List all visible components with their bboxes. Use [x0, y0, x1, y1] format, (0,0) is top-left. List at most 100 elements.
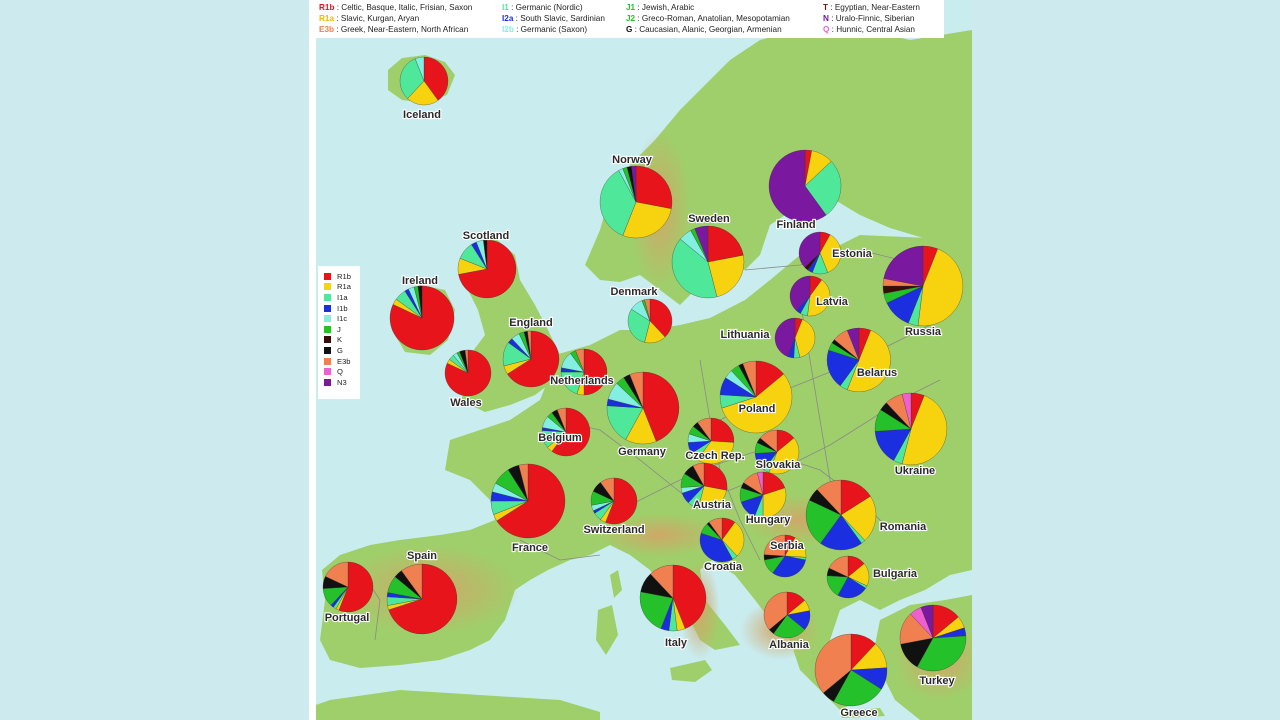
- legend-text: : Jewish, Arabic: [635, 3, 695, 12]
- pie-slice-norway-n3: [631, 165, 637, 203]
- pie-slice-sweden-n3: [694, 225, 709, 263]
- pie-denmark: [627, 298, 673, 344]
- pie-slice-belgium-r1b: [551, 407, 591, 457]
- legend-item-r1a: R1a: [318, 282, 360, 293]
- legend-text: : Greco-Roman, Anatolian, Mesopotamian: [635, 14, 790, 23]
- legend-text: : Slavic, Kurgan, Aryan: [334, 14, 420, 23]
- pie-slice-belarus-r1a: [847, 330, 891, 392]
- legend-swatch: [324, 357, 331, 365]
- label-netherlands: Netherlands: [550, 375, 614, 387]
- country-labels: Iceland Norway Sweden Finland Estonia Latvia L…: [324, 108, 957, 720]
- legend-row-q: Q : Hunnic, Central Asian: [823, 24, 920, 35]
- legend-swatch: [324, 293, 331, 301]
- pie-slice-iceland-r1a: [407, 80, 439, 106]
- label-spain: Spain: [407, 550, 437, 562]
- pie-wales: [444, 349, 492, 397]
- legend-item-g: G: [318, 345, 360, 356]
- pie-greece: [814, 633, 888, 707]
- pie-netherlands: [560, 348, 608, 396]
- pie-slice-norway-r1b: [635, 165, 673, 209]
- legend-code: R1b: [319, 3, 335, 12]
- pie-slice-lithuania-r1a: [794, 319, 816, 358]
- pie-slice-norway-r1a: [622, 201, 672, 239]
- pie-slice-albania-e3b: [763, 591, 788, 630]
- legend-text: : Uralo-Finnic, Siberian: [828, 14, 915, 23]
- pie-slice-slovakia-e3b: [759, 429, 778, 453]
- pie-czech-rep: [687, 417, 735, 465]
- label-romania: Romania: [880, 521, 927, 533]
- pie-slice-austria-e3b: [692, 462, 705, 487]
- pie-slice-czech-rep-e3b: [697, 417, 712, 442]
- pie-croatia: [699, 517, 745, 563]
- pie-bulgaria: [826, 555, 870, 599]
- pie-poland: [719, 360, 793, 434]
- pie-slice-iceland-i1a: [399, 58, 425, 99]
- legend-item-r1b: R1b: [318, 271, 360, 282]
- pie-slice-serbia-e3b: [763, 534, 786, 557]
- label-austria: Austria: [693, 499, 732, 511]
- pie-slice-romania-i1b: [820, 514, 862, 551]
- pie-slice-france-r1b: [496, 463, 566, 539]
- pie-belarus: [826, 327, 891, 392]
- pie-slice-serbia-i1b: [772, 555, 806, 578]
- pie-slice-czech-rep-r1b: [710, 417, 735, 443]
- legend-swatch: [324, 283, 331, 291]
- legend-column-4: T : Egyptian, Near-Eastern N : Uralo-Finn…: [823, 2, 920, 35]
- pie-slice-russia-n3: [883, 245, 924, 287]
- label-italy: Italy: [665, 637, 688, 649]
- label-belgium: Belgium: [538, 432, 582, 444]
- pie-slice-portugal-r1b: [338, 561, 374, 613]
- legend-item-i1a: I1a: [318, 292, 360, 303]
- pie-slice-denmark-i1a: [627, 309, 651, 343]
- pie-estonia: [798, 231, 842, 275]
- label-bulgaria: Bulgaria: [873, 568, 918, 580]
- legend-row-j1: J1 : Jewish, Arabic: [626, 2, 790, 13]
- legend-row-j2: J2 : Greco-Roman, Anatolian, Mesopotamia…: [626, 13, 790, 24]
- legend-row-i2b: I2b : Germanic (Saxon): [502, 24, 605, 35]
- pie-slice-latvia-n3: [789, 275, 811, 311]
- legend-code: G: [626, 25, 633, 34]
- pie-turkey: [899, 604, 967, 672]
- pie-slice-slovakia-r1a: [768, 437, 800, 475]
- label-belarus: Belarus: [857, 367, 897, 379]
- legend-swatch: [324, 336, 331, 344]
- pie-slice-ukraine-q: [901, 392, 912, 430]
- legend-label: Q: [337, 367, 343, 377]
- pie-slice-hungary-q: [757, 471, 764, 496]
- pie-hungary: [739, 471, 787, 519]
- haplogroup-description-legend: R1b : Celtic, Basque, Italic, Frisian, S…: [316, 0, 944, 38]
- pie-slice-greece-e3b: [814, 633, 852, 694]
- pie-slice-denmark-e3b: [644, 298, 651, 322]
- label-portugal: Portugal: [325, 612, 370, 624]
- pie-slice-ireland-g: [417, 285, 423, 319]
- pie-switzerland: [590, 477, 638, 525]
- label-czech-rep: Czech Rep.: [685, 450, 744, 462]
- legend-label: K: [337, 335, 343, 345]
- pie-slice-bulgaria-i1b: [837, 576, 866, 599]
- label-croatia: Croatia: [704, 561, 743, 573]
- legend-row-e3b: E3b : Greek, Near-Eastern, North African: [319, 24, 472, 35]
- legend-column-1: R1b : Celtic, Basque, Italic, Frisian, S…: [319, 2, 472, 35]
- pie-germany: [606, 371, 680, 445]
- legend-item-k: K: [318, 335, 360, 346]
- pie-slice-italy-e3b: [650, 564, 674, 599]
- pie-slice-italy-j: [639, 591, 674, 629]
- pie-slice-portugal-e3b: [325, 561, 349, 588]
- pie-slice-croatia-e3b: [708, 517, 723, 541]
- label-estonia: Estonia: [832, 248, 873, 260]
- pie-slice-germany-i1a: [606, 405, 644, 440]
- pie-belgium: [541, 407, 591, 457]
- legend-code: Q: [823, 25, 830, 34]
- legend-swatch: [324, 378, 331, 386]
- label-norway: Norway: [612, 154, 653, 166]
- label-england: England: [509, 317, 552, 329]
- pie-slice-turkey-n3: [920, 604, 934, 639]
- pie-slice-norway-i1a: [599, 170, 637, 236]
- pie-slice-turkey-j: [916, 635, 967, 672]
- legend-row-n: N : Uralo-Finnic, Siberian: [823, 13, 920, 24]
- legend-code: J1: [626, 3, 636, 12]
- legend-text: : Germanic (Nordic): [508, 3, 583, 12]
- label-ukraine: Ukraine: [895, 465, 935, 477]
- legend-label: E3b: [337, 356, 351, 366]
- legend-item-i1c: I1c: [318, 313, 360, 324]
